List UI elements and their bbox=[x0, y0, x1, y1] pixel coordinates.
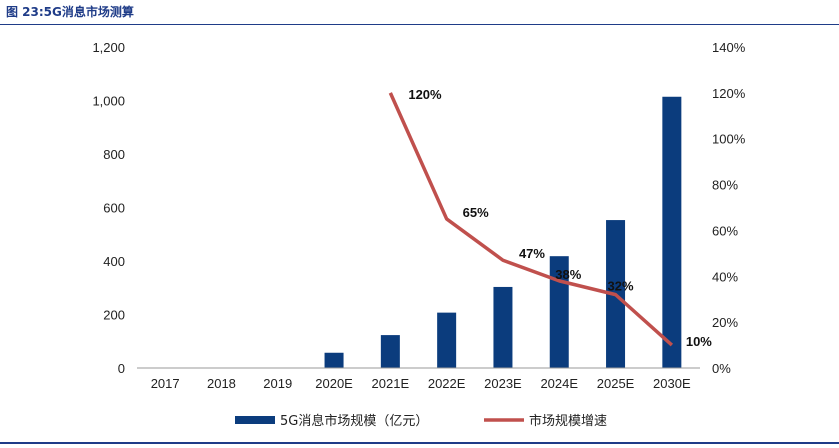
bar bbox=[662, 96, 682, 368]
y-right-tick-label: 40% bbox=[712, 269, 738, 284]
x-tick-label: 2021E bbox=[372, 376, 410, 391]
y-left-tick-label: 800 bbox=[103, 147, 125, 162]
y-left-tick-label: 0 bbox=[118, 361, 125, 376]
y-right-tick-label: 60% bbox=[712, 223, 738, 238]
x-tick-label: 2030E bbox=[653, 376, 691, 391]
y-right-tick-label: 140% bbox=[712, 40, 746, 55]
y-left-tick-label: 1,200 bbox=[92, 40, 125, 55]
x-tick-label: 2019 bbox=[263, 376, 292, 391]
growth-data-label: 38% bbox=[555, 267, 581, 282]
y-right-tick-label: 120% bbox=[712, 86, 746, 101]
x-tick-label: 2022E bbox=[428, 376, 466, 391]
legend-label-bar: 5G消息市场规模（亿元） bbox=[280, 413, 428, 429]
y-left-tick-label: 600 bbox=[103, 201, 125, 216]
bar bbox=[549, 256, 569, 368]
y-right-tick-label: 100% bbox=[712, 132, 746, 147]
y-left-tick-label: 1,000 bbox=[92, 94, 125, 109]
y-left-tick-label: 400 bbox=[103, 254, 125, 269]
x-tick-label: 2024E bbox=[540, 376, 578, 391]
top-rule bbox=[0, 24, 839, 25]
growth-data-label: 65% bbox=[463, 205, 489, 220]
bottom-rule bbox=[0, 442, 839, 444]
figure-title: 图 23:5G消息市场测算 bbox=[6, 5, 134, 19]
x-tick-label: 2025E bbox=[597, 376, 635, 391]
x-tick-label: 2023E bbox=[484, 376, 522, 391]
y-right-tick-label: 80% bbox=[712, 178, 738, 193]
bar bbox=[437, 312, 457, 368]
growth-data-label: 10% bbox=[686, 334, 712, 349]
growth-data-label: 47% bbox=[519, 246, 545, 261]
bar bbox=[493, 286, 513, 368]
x-tick-label: 2017 bbox=[151, 376, 180, 391]
growth-line bbox=[388, 92, 674, 347]
y-left-tick-label: 200 bbox=[103, 308, 125, 323]
growth-data-label: 120% bbox=[408, 87, 442, 102]
x-tick-label: 2018 bbox=[207, 376, 236, 391]
legend-swatch-bar bbox=[235, 416, 275, 424]
bar bbox=[380, 335, 400, 368]
y-right-tick-label: 0% bbox=[712, 361, 731, 376]
growth-data-label: 32% bbox=[608, 279, 634, 294]
bar bbox=[324, 352, 344, 368]
x-tick-label: 2020E bbox=[315, 376, 353, 391]
legend-label-line: 市场规模增速 bbox=[529, 413, 607, 429]
y-right-tick-label: 20% bbox=[712, 315, 738, 330]
